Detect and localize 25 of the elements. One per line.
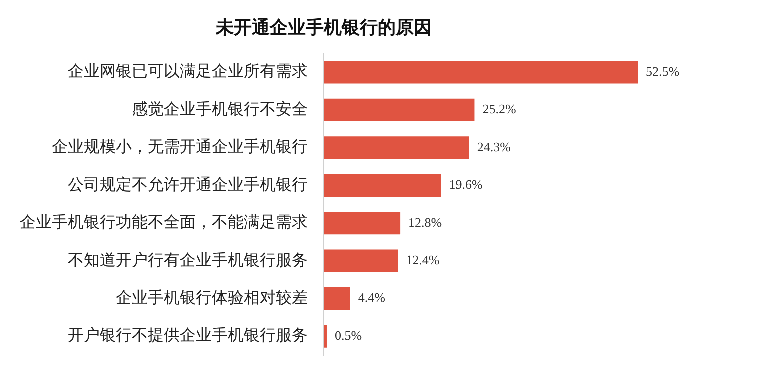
bar: [324, 98, 475, 122]
y-tick-label: 感觉企业手机银行不安全: [132, 100, 308, 118]
data-label: 25.2%: [482, 102, 516, 117]
data-label: 19.6%: [449, 177, 483, 192]
chart-title: 未开通企业手机银行的原因: [215, 17, 432, 38]
bar: [324, 212, 401, 235]
bar: [324, 287, 350, 310]
y-tick-label: 开户银行不提供企业手机银行服务: [68, 326, 308, 345]
y-tick-label: 不知道开户行有企业手机银行服务: [68, 251, 308, 270]
data-label: 12.8%: [408, 214, 442, 230]
data-label: 0.5%: [334, 328, 362, 343]
bar: [324, 325, 327, 348]
data-label: 4.4%: [358, 290, 386, 306]
bar: [324, 136, 470, 160]
data-label: 24.3%: [477, 139, 512, 154]
bar: [324, 250, 398, 272]
bar: [324, 61, 638, 84]
y-tick-label: 公司规定不允许开通企业手机银行: [68, 176, 308, 194]
data-label: 12.4%: [406, 252, 440, 268]
y-tick-label: 企业规模小，无需开通企业手机银行: [52, 138, 308, 156]
y-tick-label: 企业手机银行功能不全面，不能满足需求: [20, 214, 308, 232]
y-tick-label: 企业网银已可以满足企业所有需求: [68, 62, 308, 81]
data-label: 52.5%: [646, 64, 680, 79]
y-tick-label: 企业手机银行体验相对较差: [116, 289, 308, 308]
bar: [324, 174, 442, 197]
